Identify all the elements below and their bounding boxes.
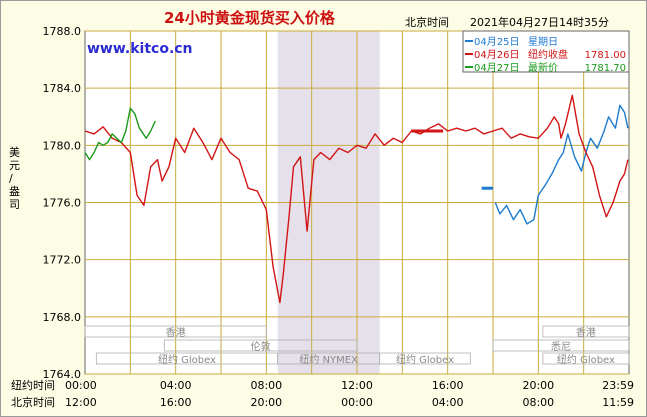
session-label: 香港 (166, 327, 186, 339)
x-tick-bj: 08:00 (522, 396, 554, 409)
x-tick-bj: 16:00 (160, 396, 192, 409)
session-label: 悉尼 (551, 341, 571, 353)
session-box (163, 339, 358, 352)
y-axis-ticks: 1764.0 1768.0 1772.0 1776.0 1780.0 1784.0 1788… (43, 25, 82, 381)
session-box (379, 352, 471, 365)
x-axis-label-ny: 纽约时间 (11, 378, 55, 392)
session-label: 香港 (576, 327, 596, 339)
x-tick-ny: 04:00 (160, 379, 192, 392)
session-label: 纽约 Globex (557, 353, 615, 366)
x-tick-bj: 00:00 (341, 396, 373, 409)
legend-date: 04月27日 (474, 62, 519, 74)
session-box (542, 352, 630, 365)
session-label: 伦敦 (251, 340, 271, 353)
session-box (542, 325, 630, 338)
y-axis-label: 美元/盎司 (9, 146, 20, 211)
x-tick-bj: 12:00 (65, 396, 97, 409)
legend-box (462, 30, 630, 73)
legend-price: 1781.00 (585, 50, 626, 61)
session-label: 纽约 NYMEX (299, 353, 358, 366)
chart-legend: 04月25日 星期日 04月26日 纽约收盘 1781.00 04月27日 最新价 1781.… (462, 30, 630, 74)
x-tick-ny: 08:00 (250, 379, 282, 392)
price-series (84, 94, 629, 304)
x-tick-ny: 16:00 (432, 379, 464, 392)
x-tick-ny: 00:00 (65, 379, 97, 392)
y-tick-label: 1764.0 (43, 368, 82, 381)
kitco-watermark: www.kitco.cn (87, 41, 193, 57)
current-datetime: 2021年04月27日14时35分 (470, 15, 609, 29)
series-line-04月25日 (494, 104, 629, 225)
x-tick-bj: 11:59 (602, 396, 634, 409)
legend-price: 1781.70 (585, 63, 626, 74)
legend-desc: 纽约收盘 (528, 48, 568, 61)
chart-title: 24小时黄金现货买入价格 (164, 9, 336, 27)
x-tick-ny: 12:00 (341, 379, 373, 392)
series-line-04月27日 (84, 107, 156, 161)
timezone-label: 北京时间 (405, 15, 449, 29)
y-tick-label: 1776.0 (43, 197, 82, 210)
legend-date: 04月25日 (474, 36, 519, 48)
x-tick-bj: 04:00 (432, 396, 464, 409)
session-box (84, 325, 267, 338)
y-tick-label: 1768.0 (43, 311, 82, 324)
y-tick-label: 1772.0 (43, 254, 82, 267)
x-tick-ny: 23:59 (602, 379, 634, 392)
y-tick-label: 1780.0 (43, 139, 82, 152)
legend-desc: 星期日 (528, 36, 558, 48)
session-label: 纽约 Globex (396, 353, 454, 366)
legend-date: 04月26日 (474, 49, 519, 61)
session-label: 纽约 Globex (158, 353, 216, 366)
legend-desc: 最新价 (528, 61, 558, 74)
session-box (492, 339, 630, 352)
y-tick-label: 1788.0 (43, 25, 82, 38)
reference-markers (411, 129, 493, 190)
y-tick-label: 1784.0 (43, 82, 82, 95)
x-axis-label-bj: 北京时间 (11, 395, 55, 409)
x-tick-ny: 20:00 (522, 379, 554, 392)
x-tick-bj: 20:00 (250, 396, 282, 409)
series-line-04月26日 (84, 94, 629, 304)
x-axis-ticks: 00:00 04:00 08:00 12:00 16:00 20:00 23:59 12:00… (65, 379, 634, 409)
